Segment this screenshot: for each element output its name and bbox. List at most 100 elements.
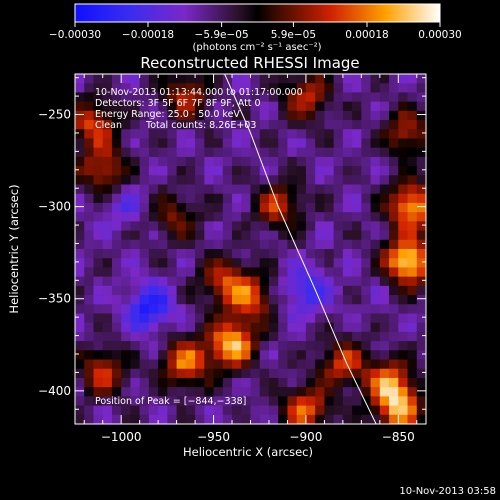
heatmap-cell	[185, 377, 196, 388]
heatmap-cell	[241, 368, 251, 379]
heatmap-cell	[259, 285, 270, 296]
heatmap-cell	[259, 414, 270, 424]
heatmap-cell	[250, 101, 261, 112]
heatmap-cell	[333, 202, 344, 213]
heatmap-cell	[315, 239, 325, 250]
heatmap-cell	[75, 101, 85, 112]
heatmap-cell	[324, 295, 335, 305]
heatmap-cell	[232, 331, 242, 342]
heatmap-cell	[148, 83, 159, 93]
heatmap-cell	[398, 313, 408, 324]
heatmap-cell	[259, 83, 270, 93]
heatmap-cell	[416, 396, 426, 406]
heatmap-cell	[167, 110, 178, 121]
heatmap-cell	[84, 83, 94, 93]
heatmap-cell	[287, 331, 298, 342]
heatmap-cell	[93, 313, 104, 324]
heatmap-cell	[241, 313, 251, 324]
heatmap-cell	[389, 147, 399, 158]
heatmap-cell	[333, 396, 344, 406]
heatmap-cell	[213, 175, 224, 185]
heatmap-cell	[241, 221, 251, 231]
heatmap-cell	[148, 239, 159, 250]
heatmap-cell	[416, 120, 426, 130]
heatmap-cell	[361, 258, 371, 268]
heatmap-cell	[111, 74, 122, 84]
heatmap-cell	[213, 193, 224, 204]
heatmap-cell	[222, 276, 233, 287]
heatmap-cell	[204, 359, 214, 370]
heatmap-cell	[158, 341, 168, 351]
heatmap-cell	[389, 414, 399, 424]
heatmap-cell	[389, 267, 399, 278]
heatmap-cell	[333, 322, 344, 333]
heatmap-cell	[389, 295, 399, 305]
heatmap-cell	[158, 258, 168, 268]
heatmap-cell	[407, 166, 418, 176]
heatmap-cell	[259, 92, 270, 103]
heatmap-cell	[130, 359, 141, 370]
heatmap-cell	[148, 341, 159, 351]
heatmap-cell	[407, 129, 418, 139]
heatmap-cell	[361, 156, 371, 167]
heatmap-cell	[407, 230, 418, 241]
heatmap-cell	[259, 350, 270, 360]
annotation-energy-range: Energy Range: 25.0 - 50.0 keV	[95, 109, 240, 120]
heatmap-cell	[111, 110, 122, 121]
heatmap-cell	[370, 129, 381, 139]
heatmap-cell	[195, 221, 205, 231]
heatmap-cell	[213, 368, 224, 379]
heatmap-cell	[93, 405, 104, 416]
heatmap-cell	[287, 285, 298, 296]
heatmap-cell	[398, 331, 408, 342]
heatmap-cell	[398, 304, 408, 314]
y-tick-label: −350	[38, 292, 71, 306]
heatmap-cell	[287, 129, 298, 139]
heatmap-cell	[398, 138, 408, 149]
heatmap-cell	[398, 387, 408, 397]
heatmap-cell	[259, 249, 270, 259]
heatmap-cell	[111, 304, 122, 314]
heatmap-cell	[305, 147, 316, 158]
heatmap-cell	[102, 405, 113, 416]
heatmap-cell	[287, 92, 298, 103]
heatmap-cell	[370, 276, 381, 287]
heatmap-cell	[167, 359, 178, 370]
heatmap-cell	[111, 258, 122, 268]
heatmap-cell	[305, 110, 316, 121]
heatmap-cell	[167, 414, 178, 424]
heatmap-cell	[352, 83, 362, 93]
heatmap-cell	[167, 74, 178, 84]
heatmap-cell	[315, 322, 325, 333]
heatmap-cell	[84, 258, 94, 268]
heatmap-cell	[287, 387, 298, 397]
heatmap-cell	[305, 258, 316, 268]
heatmap-cell	[222, 285, 233, 296]
heatmap-cell	[305, 295, 316, 305]
heatmap-cell	[398, 110, 408, 121]
heatmap-cell	[259, 156, 270, 167]
heatmap-cell	[139, 230, 150, 241]
heatmap-cell	[102, 74, 113, 84]
heatmap-cell	[139, 405, 150, 416]
heatmap-cell	[407, 221, 418, 231]
heatmap-cell	[232, 212, 242, 222]
heatmap-cell	[379, 405, 390, 416]
heatmap-cell	[139, 74, 150, 84]
heatmap-cell	[296, 147, 307, 158]
heatmap-cell	[111, 387, 122, 397]
heatmap-cell	[75, 258, 85, 268]
heatmap-cell	[130, 175, 141, 185]
heatmap-cell	[241, 414, 251, 424]
heatmap-cell	[398, 74, 408, 84]
heatmap-cell	[167, 92, 178, 103]
annotation-detectors: Detectors: 3F 5F 6F 7F 8F 9F, Att 0	[95, 98, 261, 109]
heatmap-cell	[342, 295, 353, 305]
heatmap-cell	[333, 405, 344, 416]
heatmap-cell	[176, 166, 187, 176]
heatmap-cell	[315, 147, 325, 158]
heatmap-cell	[176, 322, 187, 333]
heatmap-cell	[268, 414, 279, 424]
heatmap-cell	[389, 202, 399, 213]
heatmap-cell	[324, 341, 335, 351]
